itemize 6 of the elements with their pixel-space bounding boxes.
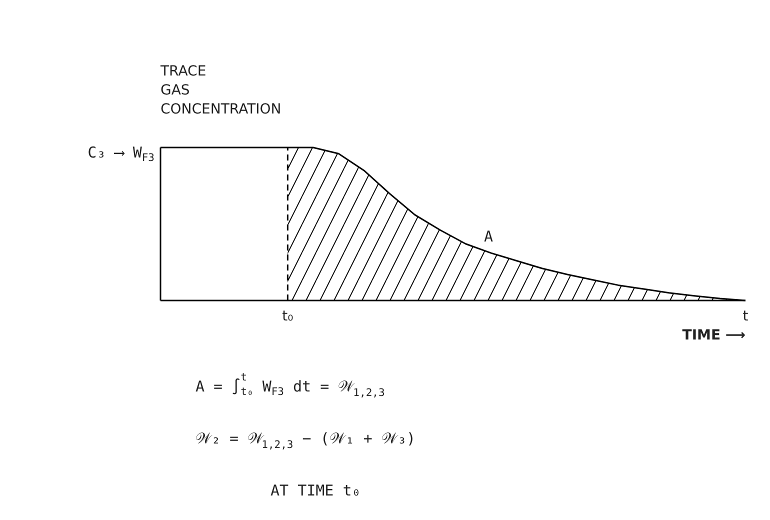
x-tick-label: t₀: [282, 308, 294, 324]
annotation: A: [484, 228, 494, 246]
x-tick-label: t: [742, 308, 749, 324]
text: AT TIME t₀: [270, 482, 361, 500]
x-axis-title: TIME ⟶: [682, 328, 746, 344]
y-axis-title: TRACE GAS CONCENTRATION: [160, 64, 282, 118]
